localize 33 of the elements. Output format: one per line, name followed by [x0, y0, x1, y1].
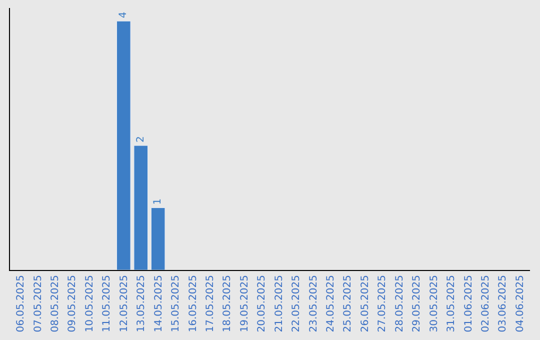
- x-tick-label: 06.05.2025: [16, 275, 27, 332]
- x-tick-label: 30.05.2025: [428, 275, 440, 332]
- x-tick-label: 14.05.2025: [153, 275, 164, 332]
- x-tick-label: 08.05.2025: [50, 275, 62, 332]
- data-label: 2: [135, 136, 146, 143]
- x-tick-label: 27.05.2025: [377, 275, 388, 332]
- x-tick-label: 12.05.2025: [118, 275, 130, 332]
- x-tick-label: 13.05.2025: [136, 275, 148, 332]
- x-tick-label: 02.06.2025: [480, 275, 492, 332]
- x-tick-label: 23.05.2025: [308, 275, 320, 332]
- x-tick-label: 31.05.2025: [446, 275, 458, 332]
- x-tick-label: 01.06.2025: [463, 275, 474, 332]
- x-tick-label: 22.05.2025: [291, 275, 302, 332]
- x-tick-label: 25.05.2025: [342, 275, 354, 332]
- data-label: 4: [118, 12, 130, 18]
- x-tick-label: 18.05.2025: [222, 275, 234, 332]
- x-tick-label: 29.05.2025: [412, 275, 423, 332]
- x-tick-label: 19.05.2025: [239, 275, 250, 332]
- x-tick-label: 04.06.2025: [514, 275, 526, 332]
- x-tick-label: 16.05.2025: [188, 275, 199, 332]
- x-tick-label: 11.05.2025: [102, 275, 113, 332]
- x-tick-label: 09.05.2025: [67, 275, 78, 332]
- x-tick-label: 21.05.2025: [274, 275, 285, 332]
- x-tick-label: 24.05.2025: [326, 275, 337, 332]
- x-tick-label: 03.06.2025: [498, 275, 509, 332]
- x-tick-label: 17.05.2025: [204, 275, 216, 332]
- data-label: 1: [152, 198, 164, 205]
- x-tick-label: 10.05.2025: [84, 275, 96, 332]
- x-tick-label: 15.05.2025: [170, 275, 182, 332]
- x-tick-label: 28.05.2025: [394, 275, 406, 332]
- x-tick-label: 26.05.2025: [360, 275, 371, 332]
- x-tick-label: 20.05.2025: [256, 275, 268, 332]
- x-tick-label: 07.05.2025: [32, 275, 44, 332]
